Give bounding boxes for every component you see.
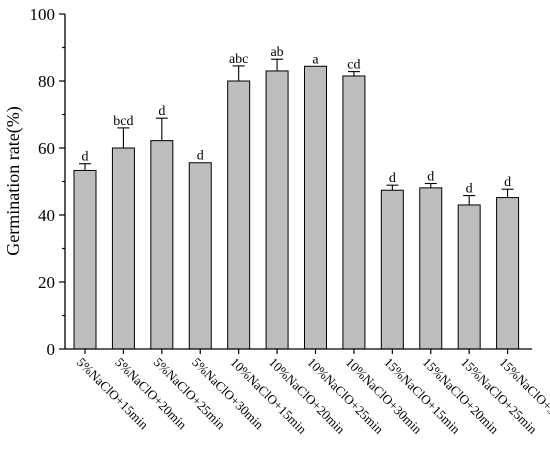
y-axis-title: Germination rate(%) — [3, 106, 24, 255]
significance-label: d — [197, 149, 204, 164]
bar — [457, 204, 481, 350]
y-tick-label: 0 — [47, 340, 56, 359]
y-tick-label: 40 — [38, 206, 55, 225]
y-tick-label: 100 — [30, 5, 56, 24]
significance-label: d — [466, 182, 473, 197]
bar — [188, 162, 212, 350]
significance-label: d — [389, 171, 396, 186]
y-axis: 0 20 40 60 80 100 — [30, 5, 66, 359]
x-tick-label: 5%NaClO+15min — [74, 355, 152, 433]
bar — [73, 169, 97, 350]
bar — [380, 189, 404, 350]
bar — [111, 147, 135, 350]
significance-label: d — [158, 104, 165, 119]
significance-label: bcd — [113, 114, 133, 129]
bar — [227, 80, 251, 350]
bar — [419, 187, 443, 350]
significance-label: cd — [347, 58, 360, 73]
y-tick-label: 60 — [38, 139, 55, 158]
bar — [496, 197, 520, 350]
bar — [265, 70, 289, 350]
significance-label: a — [312, 52, 319, 67]
significance-label: d — [82, 150, 89, 165]
bar — [304, 65, 327, 350]
bars: d bcd d d abc ab a cd d d d d — [73, 45, 520, 350]
y-tick-label: 80 — [38, 72, 55, 91]
bar — [150, 140, 174, 350]
x-axis: 5%NaClO+15min5%NaClO+20min5%NaClO+25min5… — [65, 348, 550, 437]
significance-label: ab — [270, 45, 283, 60]
significance-label: d — [427, 170, 434, 185]
significance-label: d — [504, 175, 511, 190]
y-tick-label: 20 — [38, 273, 55, 292]
significance-label: abc — [229, 52, 248, 67]
bar — [342, 75, 366, 350]
